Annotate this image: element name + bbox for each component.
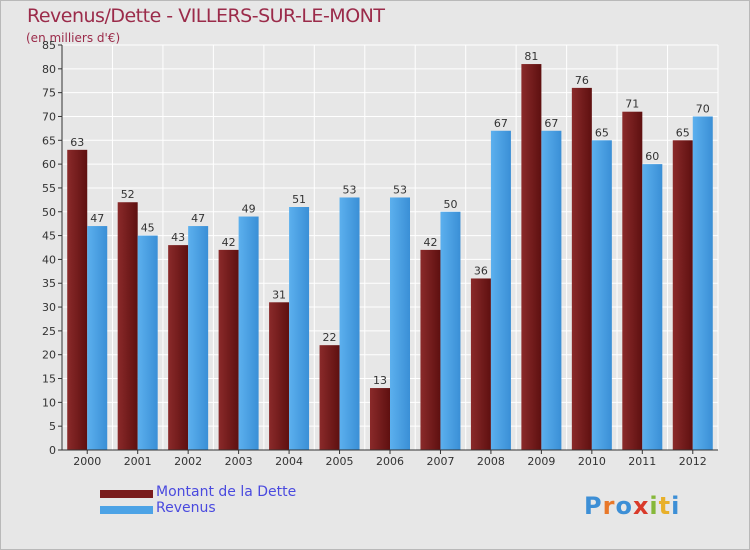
data-label: 49	[242, 203, 256, 216]
data-label: 42	[222, 236, 236, 249]
x-tick-label: 2002	[174, 455, 202, 468]
bar-revenus	[692, 116, 713, 451]
data-label: 53	[343, 183, 357, 196]
data-label: 53	[393, 183, 407, 196]
x-tick-label: 2005	[326, 455, 354, 468]
bar-dette	[420, 249, 441, 450]
y-tick-label: 5	[49, 420, 56, 433]
y-tick-label: 65	[42, 134, 56, 147]
y-tick-label: 70	[42, 110, 56, 123]
bar-dette	[319, 345, 340, 450]
data-label: 45	[141, 222, 155, 235]
legend-label-revenus: Revenus	[156, 500, 216, 516]
bar-revenus	[642, 164, 663, 450]
data-label: 13	[373, 374, 387, 387]
bar-dette	[117, 202, 138, 450]
y-tick-label: 80	[42, 63, 56, 76]
logo-letter: o	[615, 492, 633, 520]
bar-dette	[67, 149, 88, 450]
x-tick-label: 2010	[578, 455, 606, 468]
bar-revenus	[541, 130, 562, 450]
y-tick-label: 75	[42, 87, 56, 100]
data-label: 81	[524, 50, 538, 63]
chart-subtitle: (en milliers d'€)	[26, 31, 121, 45]
data-label: 52	[121, 188, 135, 201]
logo-letter: t	[658, 492, 672, 520]
data-label: 67	[494, 117, 508, 130]
legend-swatch-revenus	[100, 506, 153, 514]
x-tick-label: 2004	[275, 455, 303, 468]
y-tick-label: 85	[42, 39, 56, 52]
bar-revenus	[238, 216, 259, 450]
y-tick-label: 45	[42, 230, 56, 243]
x-tick-label: 2001	[124, 455, 152, 468]
data-label: 67	[544, 117, 558, 130]
bar-dette	[470, 278, 491, 450]
proxiti-logo: Proxiti	[584, 492, 680, 520]
bar-revenus	[591, 140, 612, 450]
data-label: 70	[696, 102, 710, 115]
x-tick-label: 2012	[679, 455, 707, 468]
x-tick-label: 2011	[628, 455, 656, 468]
logo-letter: i	[649, 492, 659, 520]
x-tick-label: 2009	[527, 455, 555, 468]
x-tick-label: 2008	[477, 455, 505, 468]
data-label: 65	[676, 126, 690, 139]
logo-letter: x	[632, 492, 650, 520]
bar-dette	[622, 111, 643, 451]
chart-title: Revenus/Dette - VILLERS-SUR-LE-MONT	[27, 5, 385, 27]
bar-dette	[168, 245, 189, 450]
data-label: 60	[645, 150, 659, 163]
bar-revenus	[339, 197, 360, 450]
data-label: 76	[575, 74, 589, 87]
bar-dette	[218, 249, 239, 450]
logo-letter: P	[584, 492, 603, 520]
data-label: 47	[191, 212, 205, 225]
bar-revenus	[440, 211, 461, 450]
data-label: 71	[625, 98, 639, 111]
bar-revenus	[87, 226, 108, 450]
data-label: 47	[90, 212, 104, 225]
legend-swatch-dette	[100, 490, 153, 498]
logo-letter: r	[602, 492, 616, 520]
y-tick-label: 10	[42, 396, 56, 409]
data-label: 65	[595, 126, 609, 139]
data-label: 63	[70, 136, 84, 149]
y-tick-label: 55	[42, 182, 56, 195]
y-tick-label: 15	[42, 373, 56, 386]
data-label: 36	[474, 264, 488, 277]
bar-revenus	[137, 235, 158, 450]
x-tick-label: 2007	[426, 455, 454, 468]
y-tick-label: 35	[42, 277, 56, 290]
x-tick-label: 2006	[376, 455, 404, 468]
y-tick-label: 0	[49, 444, 56, 457]
bar-dette	[571, 87, 592, 450]
bar-revenus	[490, 130, 511, 450]
bar-revenus	[289, 207, 310, 450]
legend-label-dette: Montant de la Dette	[156, 484, 297, 500]
data-label: 51	[292, 193, 306, 206]
bar-revenus	[188, 226, 209, 450]
y-tick-label: 25	[42, 325, 56, 338]
data-label: 50	[443, 198, 457, 211]
bar-dette	[521, 64, 542, 450]
bar-dette	[672, 140, 693, 450]
bar-dette	[370, 388, 390, 450]
y-tick-label: 50	[42, 206, 56, 219]
x-tick-label: 2000	[73, 455, 101, 468]
data-label: 43	[171, 231, 185, 244]
bar-dette	[269, 302, 290, 450]
bar-revenus	[390, 197, 410, 450]
y-tick-label: 30	[42, 301, 56, 314]
data-label: 42	[423, 236, 437, 249]
y-tick-label: 60	[42, 158, 56, 171]
logo-letter: i	[671, 492, 681, 520]
x-tick-label: 2003	[225, 455, 253, 468]
data-label: 31	[272, 288, 286, 301]
y-tick-label: 20	[42, 349, 56, 362]
y-tick-label: 40	[42, 253, 56, 266]
data-label: 22	[323, 331, 337, 344]
